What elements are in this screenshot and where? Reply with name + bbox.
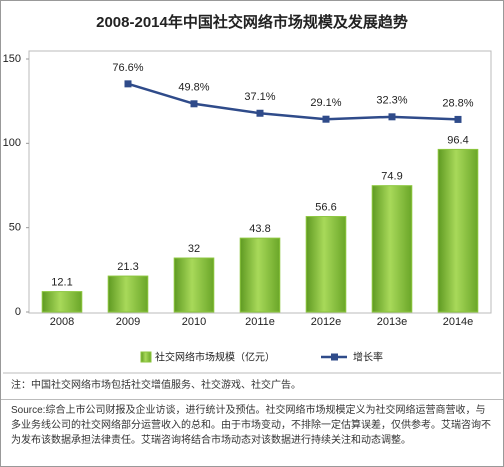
x-tick-label: 2014e: [443, 316, 474, 328]
data-label: 21.3: [117, 261, 138, 273]
bar: [305, 216, 347, 313]
data-label: 32.3%: [376, 95, 407, 107]
marker: [190, 100, 198, 108]
marker: [322, 115, 330, 123]
bar: [107, 275, 149, 313]
bar: [437, 148, 479, 313]
chart: 2008-2014年中国社交网络市场规模及发展趋势 0 50 100 150 2008 2…: [3, 13, 501, 374]
x-tick-label: 2011e: [245, 316, 275, 328]
data-label: 74.9: [381, 171, 402, 183]
note: 注：中国社交网络市场包括社交增值服务、社交游戏、社交广告。: [11, 380, 301, 391]
data-label: 28.8%: [442, 97, 473, 109]
bar: [41, 291, 83, 313]
legend-swatch: [331, 353, 338, 361]
chart-title: 2008-2014年中国社交网络市场规模及发展趋势: [96, 13, 408, 31]
data-label: 76.6%: [112, 62, 143, 74]
x-tick-label: 2010: [182, 316, 206, 328]
bar: [239, 237, 281, 313]
y-tick-label: 0: [15, 306, 21, 318]
data-label: 43.8: [249, 223, 270, 235]
data-label: 32: [188, 243, 200, 255]
data-label: 12.1: [51, 276, 72, 288]
data-label: 49.8%: [178, 82, 209, 94]
data-label: 96.4: [447, 134, 468, 146]
x-tick-label: 2009: [116, 316, 140, 328]
plot-frame: [28, 50, 492, 314]
line: [127, 82, 459, 121]
y-tick-label: 150: [3, 53, 21, 65]
data-label: 29.1%: [310, 97, 341, 109]
y-tick-label: 50: [9, 222, 21, 234]
x-tick-label: 2013e: [377, 316, 408, 328]
source: Source:综合上市公司财报及企业访谈，进行统计及预估。社交网络市场规模定义为…: [11, 405, 491, 446]
marker: [454, 115, 462, 123]
y-tick-label: 100: [3, 137, 21, 149]
marker: [124, 80, 132, 88]
legend-label: 社交网络市场规模（亿元）: [155, 351, 275, 364]
legend-label: 增长率: [353, 351, 383, 364]
legend-swatch: [140, 351, 152, 363]
data-label: 37.1%: [244, 91, 275, 103]
data-label: 56.6: [315, 201, 336, 213]
marker: [388, 113, 396, 121]
bar: [173, 257, 215, 313]
x-tick-label: 2012e: [311, 316, 342, 328]
separator: [1, 399, 503, 400]
marker: [256, 109, 264, 117]
bar: [371, 185, 413, 313]
x-tick-label: 2008: [50, 316, 74, 328]
